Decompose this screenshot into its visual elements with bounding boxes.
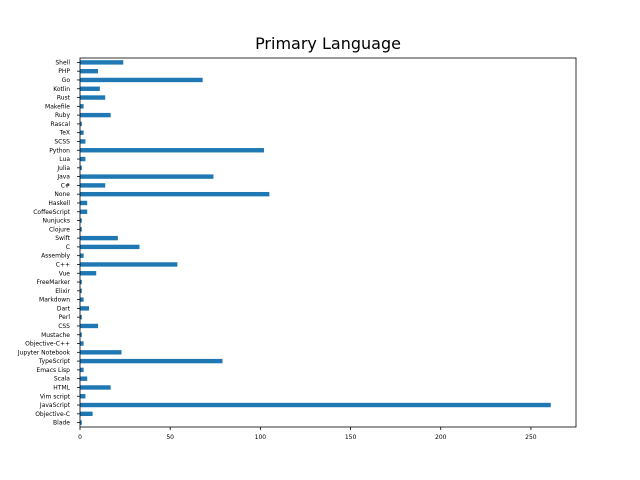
- bar-html: [80, 385, 111, 390]
- bar-markdown: [80, 297, 84, 302]
- bar-freemarker: [80, 279, 82, 285]
- bar-lua: [80, 156, 86, 162]
- bar-python: [80, 148, 264, 153]
- y-tick-label: Shell: [55, 59, 70, 66]
- y-tick-label: C: [66, 244, 70, 251]
- bar-kotlin: [80, 86, 100, 91]
- bar-typescript: [80, 358, 223, 364]
- bar-jupyter-notebook: [80, 350, 122, 355]
- bar-c-: [80, 183, 106, 188]
- y-tick-label: C++: [56, 261, 70, 268]
- y-tick-label: Perl: [59, 314, 71, 321]
- y-tick-label: C#: [61, 182, 70, 189]
- bar-rascal: [80, 121, 82, 127]
- bar-vim-script: [80, 394, 86, 399]
- plot-frame: [79, 57, 577, 428]
- y-tick-label: Mustache: [41, 332, 70, 339]
- y-tick-label: Nunjucks: [43, 218, 70, 225]
- y-tick-label: Objective-C++: [25, 341, 70, 348]
- bar-mustache: [80, 332, 82, 337]
- bar-shell: [80, 60, 124, 65]
- x-tick-label: 50: [166, 434, 174, 441]
- bar-assembly: [80, 253, 84, 258]
- y-tick-label: Rascal: [51, 121, 71, 128]
- x-tick-label: 100: [255, 434, 267, 441]
- y-tick-label: Markdown: [39, 297, 70, 304]
- bar-c: [80, 244, 140, 250]
- y-tick-label: Scala: [54, 376, 70, 383]
- y-tick-label: Vue: [59, 270, 71, 277]
- bar-objective-c-: [80, 341, 84, 346]
- bar-blade: [80, 420, 82, 425]
- y-tick-label: CSS: [58, 323, 70, 330]
- bar-c-: [80, 262, 178, 267]
- bar-elixir: [80, 288, 82, 294]
- y-tick-label: Blade: [53, 420, 70, 427]
- y-tick-label: Kotlin: [53, 86, 70, 93]
- y-tick-label: Vim script: [40, 393, 71, 400]
- bar-ruby: [80, 112, 111, 118]
- y-tick-label: Rust: [57, 95, 71, 102]
- y-tick-label: Assembly: [41, 253, 70, 260]
- bar-haskell: [80, 200, 88, 206]
- y-tick-label: Objective-C: [35, 411, 70, 418]
- y-tick-label: Jupyter Notebook: [17, 349, 71, 356]
- y-tick-label: Elixir: [55, 288, 70, 295]
- bar-swift: [80, 235, 118, 241]
- y-tick-label: TypeScript: [38, 358, 71, 365]
- bar-go: [80, 77, 203, 83]
- bar-scala: [80, 376, 88, 381]
- x-tick-label: 250: [525, 434, 537, 441]
- x-tick-label: 0: [78, 434, 82, 441]
- bar-nunjucks: [80, 218, 82, 223]
- bar-none: [80, 191, 270, 197]
- bar-makefile: [80, 104, 84, 109]
- bar-rust: [80, 95, 106, 100]
- bar-css: [80, 323, 99, 329]
- y-tick-label: Clojure: [49, 226, 70, 233]
- bar-scss: [80, 139, 86, 144]
- bars-group: [80, 60, 551, 425]
- y-tick-label: JavaScript: [39, 402, 71, 409]
- y-tick-label: Julia: [56, 165, 70, 172]
- bar-dart: [80, 306, 90, 311]
- y-tick-label: Go: [62, 77, 71, 84]
- bar-vue: [80, 271, 97, 276]
- y-tick-label: Java: [56, 174, 70, 181]
- bar-emacs-lisp: [80, 367, 84, 373]
- y-tick-label: Makefile: [45, 103, 70, 110]
- y-tick-label: Dart: [57, 305, 71, 312]
- bar-javascript: [80, 402, 551, 408]
- bar-coffeescript: [80, 209, 88, 214]
- y-tick-label: PHP: [58, 68, 70, 75]
- x-tick-label: 150: [345, 434, 357, 441]
- y-tick-label: Python: [49, 147, 70, 154]
- y-tick-label: TeX: [59, 130, 70, 137]
- y-tick-label: FreeMarker: [37, 279, 71, 286]
- y-tick-label: Haskell: [48, 200, 70, 207]
- y-tick-label: HTML: [53, 384, 70, 391]
- x-axis-ticks: 0 50 100 150 200 250: [78, 427, 537, 441]
- y-tick-label: Ruby: [55, 112, 71, 119]
- y-tick-label: Swift: [55, 235, 70, 242]
- bar-clojure: [80, 227, 82, 232]
- bar-tex: [80, 130, 84, 135]
- y-tick-label: None: [54, 191, 70, 198]
- y-tick-label: SCSS: [54, 138, 70, 145]
- bar-objective-c: [80, 411, 93, 417]
- bar-php: [80, 68, 99, 74]
- x-tick-label: 200: [435, 434, 447, 441]
- bar-java: [80, 174, 214, 179]
- y-tick-label: Emacs Lisp: [36, 367, 70, 374]
- y-tick-label: Lua: [59, 156, 70, 163]
- bar-perl: [80, 314, 82, 320]
- chart-title: Primary Language: [255, 34, 401, 53]
- bar-julia: [80, 165, 82, 171]
- y-axis-ticks: Blade Objective-C JavaScript Vim script HTML…: [17, 59, 80, 427]
- y-tick-label: CoffeeScript: [33, 209, 70, 216]
